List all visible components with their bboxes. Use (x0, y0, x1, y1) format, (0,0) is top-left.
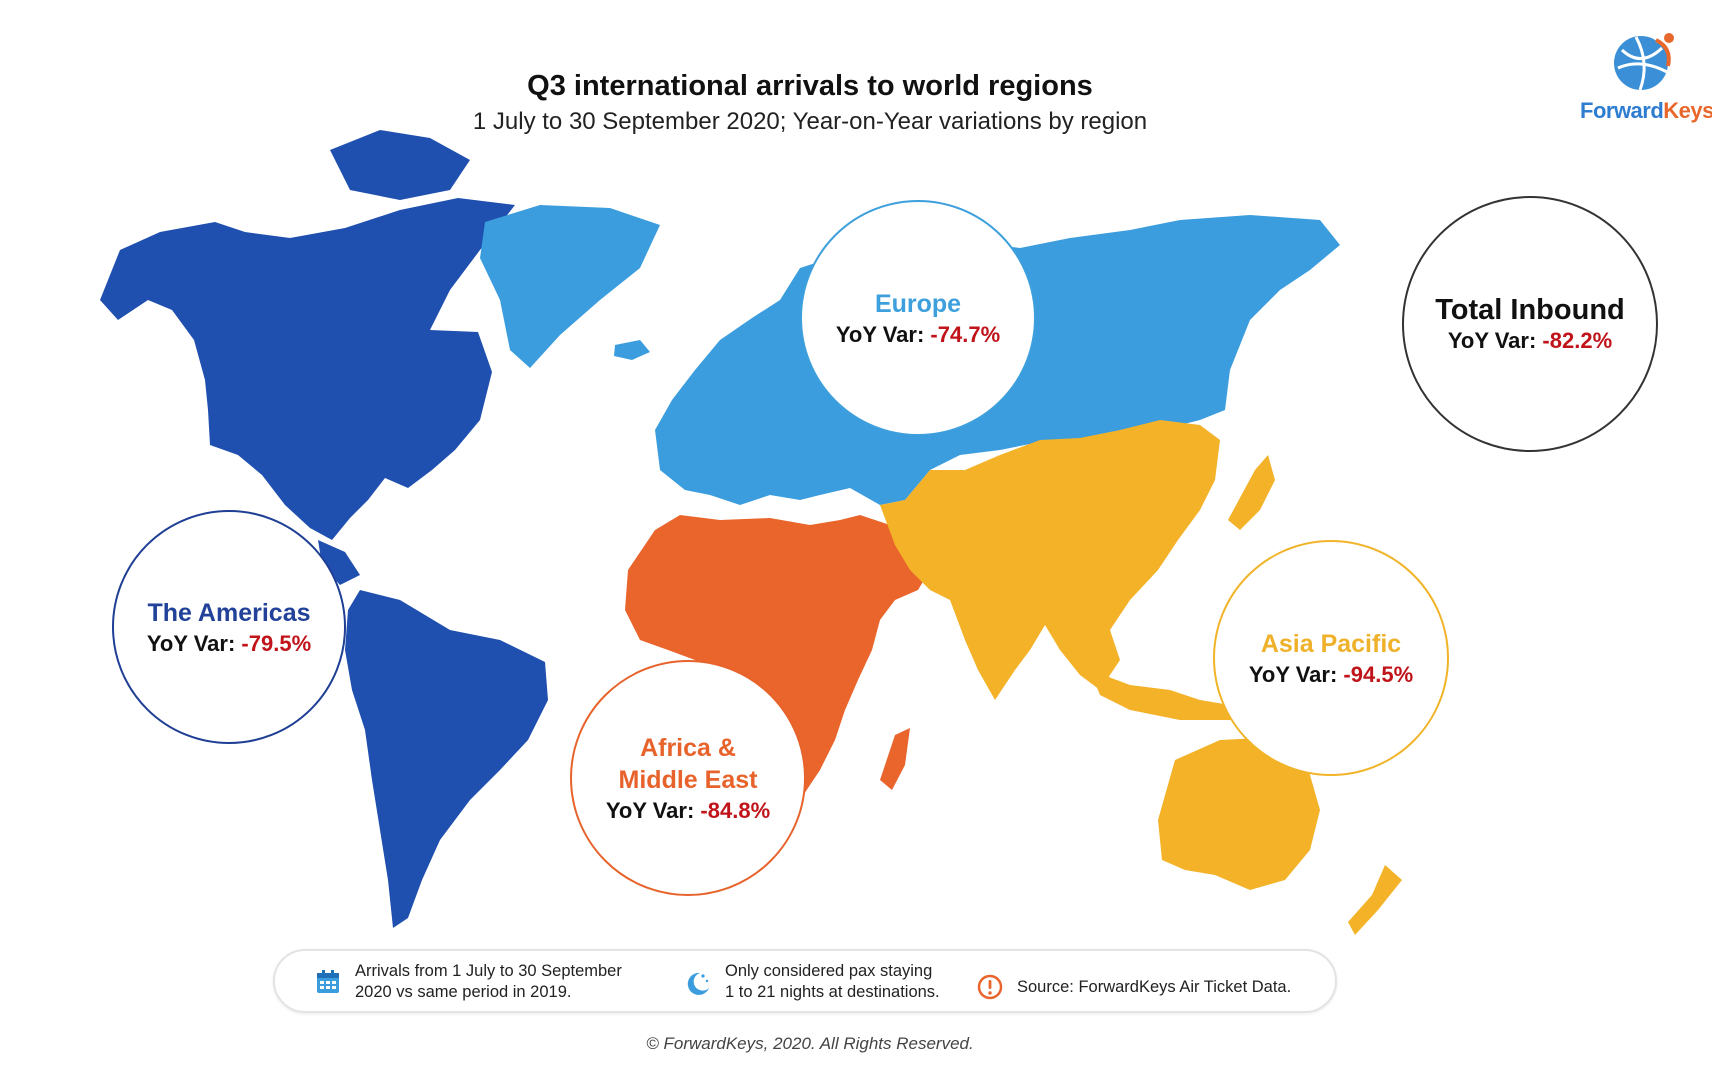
yoy-value: -82.2% (1542, 328, 1613, 353)
legend-bar: Arrivals from 1 July to 30 September 202… (273, 949, 1337, 1013)
yoy-line: YoY Var: -94.5% (1248, 662, 1414, 687)
indonesia-shape (1090, 670, 1240, 720)
yoy-value: -74.7% (930, 322, 1001, 347)
australia-shape (1158, 738, 1320, 890)
africa-middle-east-shape (625, 515, 930, 830)
japan-shape (1228, 455, 1275, 530)
legend-text-line2: 1 to 21 nights at destinations. (725, 983, 940, 1001)
legend-text-line1: Arrivals from 1 July to 30 September (355, 962, 622, 980)
legend-text-line1: Source: ForwardKeys Air Ticket Data. (1017, 977, 1292, 996)
madagascar-shape (880, 728, 910, 790)
yoy-line: YoY Var: -82.2% (1447, 328, 1613, 353)
region-name-line2: Middle East (618, 766, 758, 794)
legend-item-source: Source: ForwardKeys Air Ticket Data. (975, 972, 1291, 1002)
greenland-shape (480, 205, 660, 368)
asia-mainland-shape (880, 420, 1220, 700)
page-title: Q3 international arrivals to world regio… (527, 70, 1093, 102)
iceland-shape (614, 340, 650, 360)
copyright-notice: © ForwardKeys, 2020. All Rights Reserved… (646, 1034, 974, 1053)
americas-callout: The Americas YoY Var: -79.5% (112, 510, 346, 744)
europe-callout: Europe YoY Var: -74.7% (800, 200, 1036, 436)
region-name: Asia Pacific (1260, 630, 1402, 658)
africa-middle-east-callout: Africa & Middle East YoY Var: -84.8% (570, 660, 806, 896)
legend-item-stay: Only considered pax staying 1 to 21 nigh… (683, 961, 940, 1003)
exclamation-circle-icon (975, 972, 1005, 1002)
region-name-line1: Africa & (640, 734, 736, 762)
forwardkeys-logo: ForwardKeys (1580, 22, 1712, 132)
yoy-value: -79.5% (241, 631, 312, 656)
yoy-value: -94.5% (1343, 662, 1414, 687)
region-name: Europe (874, 290, 962, 318)
yoy-value: -84.8% (700, 798, 771, 823)
region-name: Total Inbound (1435, 294, 1625, 326)
moon-stars-icon (683, 967, 713, 997)
globe-icon (1614, 33, 1674, 91)
yoy-line: YoY Var: -79.5% (146, 631, 312, 656)
new-zealand-shape (1348, 865, 1402, 935)
legend-text-line1: Only considered pax staying (725, 962, 933, 980)
asia-pacific-callout: Asia Pacific YoY Var: -94.5% (1213, 540, 1449, 776)
total-inbound-callout: Total Inbound YoY Var: -82.2% (1402, 196, 1658, 452)
region-name: The Americas (147, 599, 311, 627)
yoy-line: YoY Var: -84.8% (605, 798, 771, 823)
yoy-line: YoY Var: -74.7% (835, 322, 1001, 347)
legend-text-line2: 2020 vs same period in 2019. (355, 983, 572, 1001)
americas-region (100, 130, 548, 928)
logo-wordmark: ForwardKeys (1580, 98, 1712, 123)
page-subtitle: 1 July to 30 September 2020; Year-on-Yea… (472, 108, 1148, 135)
calendar-icon (313, 967, 343, 997)
legend-item-period: Arrivals from 1 July to 30 September 202… (313, 961, 622, 1003)
